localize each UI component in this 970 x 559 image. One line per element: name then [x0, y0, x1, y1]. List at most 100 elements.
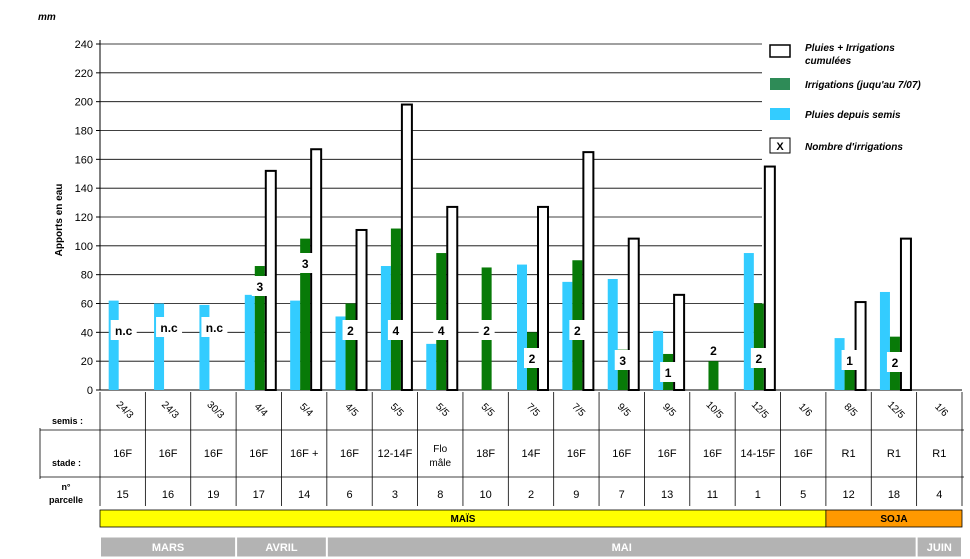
y-tick-label: 240	[75, 39, 93, 51]
row-label-semis: semis :	[52, 416, 83, 426]
semis-date: 1/6	[796, 401, 814, 419]
semis-date: 7/5	[524, 401, 542, 419]
irrigation-count-label: 3	[619, 354, 626, 368]
legend-swatch-pluie	[770, 108, 790, 120]
y-tick-label: 60	[81, 299, 93, 311]
bar-pluie	[517, 265, 527, 390]
semis-date: 12/5	[749, 399, 771, 421]
bar-cumul	[402, 105, 412, 390]
irrigation-count-label: 2	[529, 352, 536, 366]
bar-pluie	[744, 253, 754, 390]
semis-date: 5/5	[433, 401, 451, 419]
parcelle-number: 16	[162, 489, 174, 501]
semis-date: 10/5	[703, 399, 725, 421]
stade-value: R1	[887, 448, 901, 460]
parcelle-number: 2	[528, 489, 534, 501]
y-tick-label: 160	[75, 154, 93, 166]
semis-date: 4/5	[342, 401, 360, 419]
y-tick-label: 100	[75, 241, 93, 253]
parcelle-number: 3	[392, 489, 398, 501]
parcelle-number: 12	[842, 489, 854, 501]
irrigation-count-label: 1	[665, 366, 672, 380]
stade-line1: Flo	[433, 444, 447, 455]
legend-swatch-cumul	[770, 45, 790, 57]
y-tick-label: 220	[75, 68, 93, 80]
semis-date: 24/3	[114, 399, 136, 421]
bar-irrigation	[708, 361, 718, 390]
stade-value: 16F	[113, 448, 132, 460]
irrigation-count-label: 2	[892, 356, 899, 370]
parcelle-number: 14	[298, 489, 310, 501]
stade-value: 14F	[522, 448, 541, 460]
legend-symbol-count: X	[776, 141, 784, 153]
y-tick-label: 20	[81, 356, 93, 368]
bar-pluie	[245, 295, 255, 390]
irrigation-count-label: 4	[393, 324, 400, 338]
irrigation-count-label: 4	[438, 324, 445, 338]
legend-label-irrig: Irrigations (juqu'au 7/07)	[805, 80, 921, 91]
semis-date: 7/5	[569, 401, 587, 419]
semis-date: 12/5	[885, 399, 907, 421]
parcelle-number: 17	[253, 489, 265, 501]
crop-label: SOJA	[880, 514, 907, 525]
semis-date: 8/5	[842, 401, 860, 419]
y-axis-label: Apports en eau	[54, 184, 65, 257]
month-label: AVRIL	[265, 542, 297, 554]
legend: Pluies + Irrigations cumulées Irrigation…	[770, 43, 921, 153]
row-label-parcelle-line1: n°	[61, 482, 70, 492]
stade-value: 16F	[249, 448, 268, 460]
legend-label-count: Nombre d'irrigations	[805, 142, 903, 153]
crop-label: MAÏS	[450, 512, 475, 525]
row-label-parcelle-line2: parcelle	[49, 495, 83, 505]
irrigation-count-label: 2	[483, 324, 490, 338]
stade-line2: mâle	[429, 458, 451, 469]
parcelle-number: 10	[480, 489, 492, 501]
parcelle-number: 5	[800, 489, 806, 501]
irrigation-count-label: 3	[302, 257, 309, 271]
parcelle-number: 11	[707, 489, 718, 501]
bar-pluie	[290, 301, 300, 390]
legend-label-cumul: Pluies + Irrigations cumulées	[805, 43, 898, 67]
stade-value: 18F	[476, 448, 495, 460]
bar-pluie	[109, 301, 119, 390]
irrigation-count-label: 1	[846, 354, 853, 368]
stade-value: 16F	[340, 448, 359, 460]
stade-value: 12-14F	[377, 448, 412, 460]
stade-value: R1	[932, 448, 946, 460]
bar-pluie	[608, 279, 618, 390]
bar-cumul	[447, 207, 457, 390]
month-label: JUIN	[927, 542, 952, 554]
bar-irrigation	[346, 304, 356, 391]
stade-value: 16F	[703, 448, 722, 460]
bar-cumul	[856, 302, 866, 390]
semis-date: 1/6	[932, 401, 950, 419]
parcelle-number: 4	[936, 489, 942, 501]
stade-value: 16F	[159, 448, 178, 460]
y-tick-label: 200	[75, 97, 93, 109]
parcelle-number: 15	[117, 489, 129, 501]
irrigation-count-label: 3	[256, 280, 263, 294]
stade-value: 16F	[567, 448, 586, 460]
month-label: MAI	[612, 542, 632, 554]
bar-cumul	[357, 230, 367, 390]
legend-label-cumul-line2: cumulées	[805, 56, 852, 67]
legend-label-cumul-line1: Pluies + Irrigations	[805, 43, 895, 54]
legend-swatch-irrig	[770, 78, 790, 90]
y-tick-label: 180	[75, 126, 93, 138]
semis-date: 4/4	[252, 401, 270, 419]
stade-value: 16F	[612, 448, 631, 460]
parcelle-number: 18	[888, 489, 900, 501]
parcelle-number: 1	[755, 489, 761, 501]
parcelle-number: 6	[346, 489, 352, 501]
irrigation-count-label: 2	[347, 324, 354, 338]
stade-value: 16F +	[290, 448, 318, 460]
irrigation-count-label: n.c	[160, 321, 178, 335]
semis-date: 5/5	[479, 401, 497, 419]
irrigation-count-label: n.c	[206, 321, 224, 335]
y-tick-label: 80	[81, 270, 93, 282]
irrigation-count-label: n.c	[115, 324, 133, 338]
stade-value: R1	[842, 448, 856, 460]
parcelle-number: 13	[661, 489, 673, 501]
stade-value: 16F	[204, 448, 223, 460]
parcelle-number: 7	[619, 489, 625, 501]
